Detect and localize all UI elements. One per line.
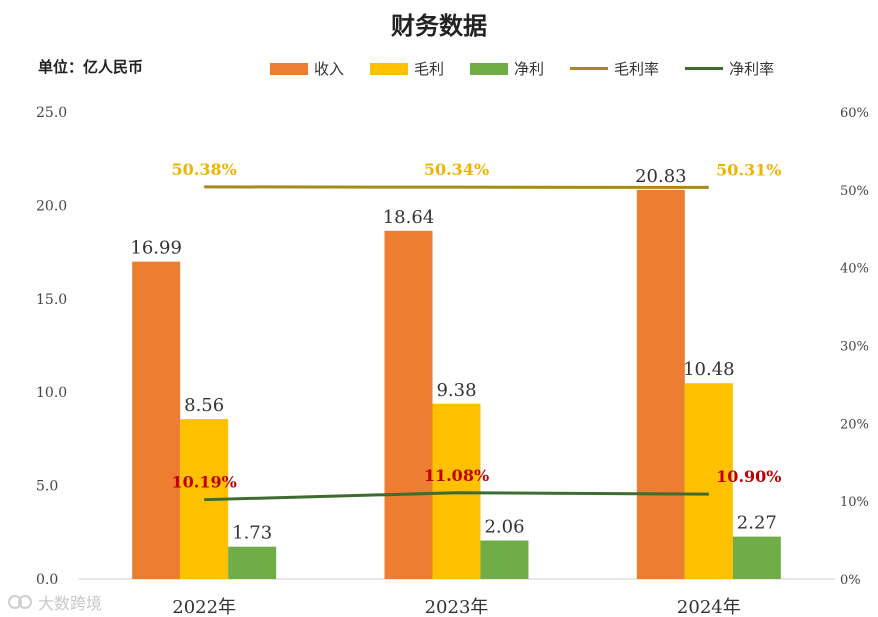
bar-gross-profit [684, 383, 733, 579]
legend-swatch-gross-profit [370, 62, 409, 75]
bar-net-profit [480, 540, 529, 579]
y2-tick-label: 10% [840, 495, 869, 510]
line-net-margin [204, 491, 709, 502]
chart-title: 财务数据 [391, 11, 487, 40]
y-tick-label: 15.0 [36, 292, 67, 308]
bar-data-label: 9.38 [436, 380, 476, 401]
bar-net-profit [228, 546, 277, 579]
bar-data-label: 2.06 [484, 517, 524, 538]
line-data-label: 10.90% [716, 467, 781, 486]
bar-data-label: 16.99 [130, 238, 182, 259]
legend-item-net-profit: 净利 [470, 58, 544, 79]
line-data-label: 50.38% [172, 160, 237, 179]
line-data-label: 50.34% [424, 160, 489, 179]
legend-item-net-margin: 净利率 [685, 58, 774, 79]
bar-data-label: 8.56 [184, 395, 224, 416]
y2-tick-label: 40% [840, 262, 869, 277]
legend-item-gross-margin: 毛利率 [570, 58, 659, 79]
x-tick-label: 2022年 [172, 597, 236, 617]
y2-tick-label: 30% [840, 340, 869, 355]
bar-net-profit [732, 536, 781, 579]
watermark-text: 大数跨境 [38, 594, 103, 613]
y2-tick-label: 50% [840, 184, 869, 199]
bar-data-label: 18.64 [383, 207, 435, 228]
legend-swatch-gross-margin [570, 67, 609, 70]
y-tick-label: 0.0 [36, 572, 58, 588]
y-tick-label: 20.0 [36, 198, 67, 214]
x-tick-label: 2023年 [425, 597, 489, 617]
watermark: 大数跨境 [8, 590, 102, 614]
line-gross-margin [204, 185, 709, 189]
line-data-label: 50.31% [716, 160, 781, 179]
bar-revenue [132, 261, 181, 579]
legend-label-revenue: 收入 [314, 60, 345, 78]
legend-item-revenue: 收入 [270, 58, 344, 79]
y-tick-label: 25.0 [36, 105, 67, 121]
legend-label-net-margin: 净利率 [729, 60, 775, 78]
bar-data-label: 20.83 [635, 166, 687, 187]
y2-tick-label: 60% [840, 106, 869, 121]
y-tick-label: 10.0 [36, 385, 67, 401]
bar-data-label: 10.48 [683, 359, 735, 380]
line-data-label: 11.08% [424, 466, 489, 485]
legend: 收入 毛利 净利 毛利率 净利率 [270, 58, 800, 79]
y-tick-label: 5.0 [36, 479, 58, 495]
unit-label: 单位：亿人民币 [38, 58, 144, 76]
legend-item-gross-profit: 毛利 [370, 58, 444, 79]
legend-label-gross-profit: 毛利 [414, 60, 445, 78]
watermark-logo-icon [8, 595, 32, 609]
bar-revenue [636, 189, 685, 579]
legend-swatch-net-margin [685, 67, 724, 70]
y2-tick-label: 0% [840, 573, 861, 588]
y2-tick-label: 20% [840, 417, 869, 432]
legend-swatch-net-profit [470, 62, 509, 75]
legend-swatch-revenue [270, 62, 308, 75]
legend-label-net-profit: 净利 [514, 60, 545, 78]
line-data-label: 10.19% [172, 473, 237, 492]
bar-revenue [384, 230, 433, 579]
bar-data-label: 1.73 [232, 523, 272, 544]
bar-data-label: 2.27 [737, 513, 777, 534]
legend-label-gross-margin: 毛利率 [614, 60, 660, 78]
x-tick-label: 2024年 [677, 597, 741, 617]
